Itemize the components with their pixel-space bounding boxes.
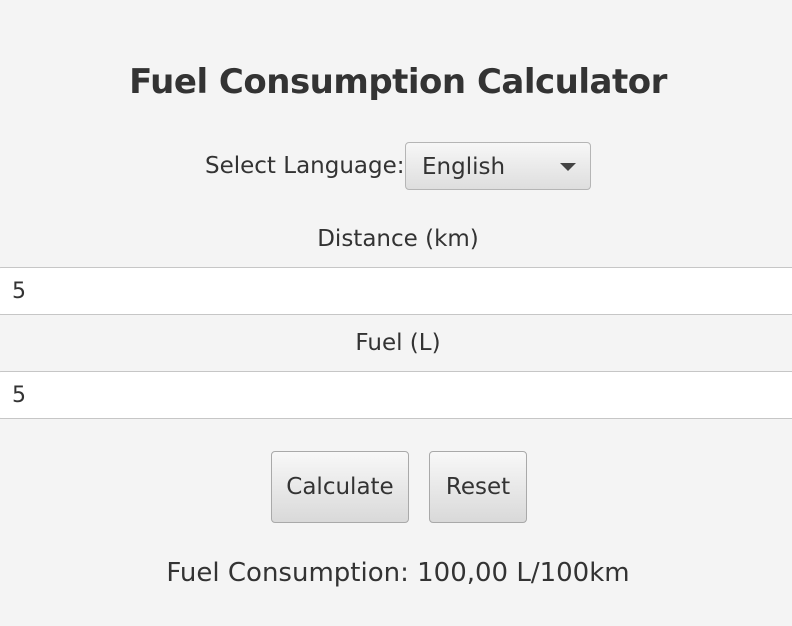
page-title: Fuel Consumption Calculator: [129, 62, 667, 102]
distance-input[interactable]: [0, 267, 792, 315]
language-label: Select Language:: [205, 153, 405, 179]
language-row: Select Language: English: [0, 142, 792, 192]
reset-button[interactable]: Reset: [429, 451, 527, 523]
calculate-button[interactable]: Calculate: [271, 451, 409, 523]
distance-label: Distance (km): [317, 226, 479, 252]
language-select[interactable]: English: [405, 142, 591, 190]
result-text: Fuel Consumption: 100,00 L/100km: [166, 558, 630, 588]
fuel-input[interactable]: [0, 371, 792, 419]
chevron-down-icon: [560, 163, 576, 171]
language-selected-value: English: [422, 154, 506, 180]
fuel-label: Fuel (L): [355, 330, 441, 356]
